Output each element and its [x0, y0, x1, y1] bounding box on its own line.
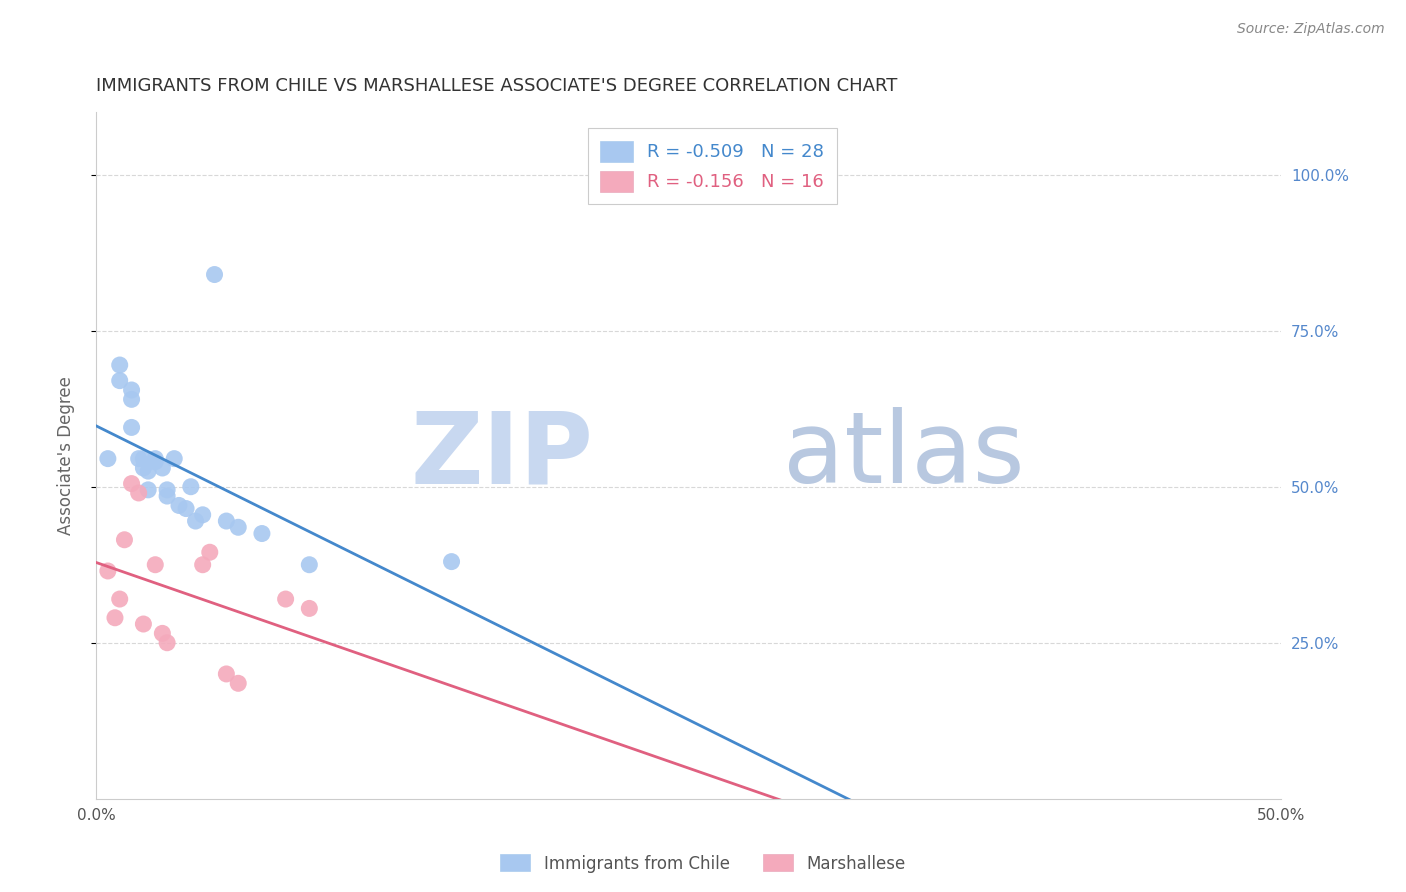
Point — [132, 451, 155, 466]
Point — [156, 483, 179, 497]
Point — [128, 486, 150, 500]
Point — [97, 564, 120, 578]
Point — [298, 601, 321, 615]
Text: atlas: atlas — [783, 407, 1025, 504]
Legend: Immigrants from Chile, Marshallese: Immigrants from Chile, Marshallese — [494, 847, 912, 880]
Point — [121, 392, 143, 407]
Point — [136, 483, 159, 497]
Point — [298, 558, 321, 572]
Point — [143, 451, 166, 466]
Point — [215, 667, 238, 681]
Point — [108, 358, 131, 372]
Point — [114, 533, 136, 547]
Point — [143, 558, 166, 572]
Point — [121, 383, 143, 397]
Point — [274, 592, 297, 607]
Point — [180, 480, 202, 494]
Point — [104, 611, 127, 625]
Point — [156, 489, 179, 503]
Point — [191, 508, 214, 522]
Point — [174, 501, 197, 516]
Point — [150, 461, 173, 475]
Point — [121, 420, 143, 434]
Point — [440, 555, 463, 569]
Point — [136, 464, 159, 478]
Point — [226, 520, 249, 534]
Point — [143, 455, 166, 469]
Text: ZIP: ZIP — [411, 407, 593, 504]
Point — [132, 617, 155, 632]
Text: IMMIGRANTS FROM CHILE VS MARSHALLESE ASSOCIATE'S DEGREE CORRELATION CHART: IMMIGRANTS FROM CHILE VS MARSHALLESE ASS… — [96, 78, 897, 95]
Point — [108, 374, 131, 388]
Text: Source: ZipAtlas.com: Source: ZipAtlas.com — [1237, 22, 1385, 37]
Point — [204, 268, 226, 282]
Point — [121, 476, 143, 491]
Point — [163, 451, 186, 466]
Point — [226, 676, 249, 690]
Point — [132, 461, 155, 475]
Point — [167, 499, 190, 513]
Y-axis label: Associate's Degree: Associate's Degree — [58, 376, 75, 535]
Point — [97, 451, 120, 466]
Point — [191, 558, 214, 572]
Point — [128, 451, 150, 466]
Point — [108, 592, 131, 607]
Point — [198, 545, 221, 559]
Point — [150, 626, 173, 640]
Point — [184, 514, 207, 528]
Point — [250, 526, 273, 541]
Point — [215, 514, 238, 528]
Point — [156, 636, 179, 650]
Legend: R = -0.509   N = 28, R = -0.156   N = 16: R = -0.509 N = 28, R = -0.156 N = 16 — [588, 128, 837, 204]
